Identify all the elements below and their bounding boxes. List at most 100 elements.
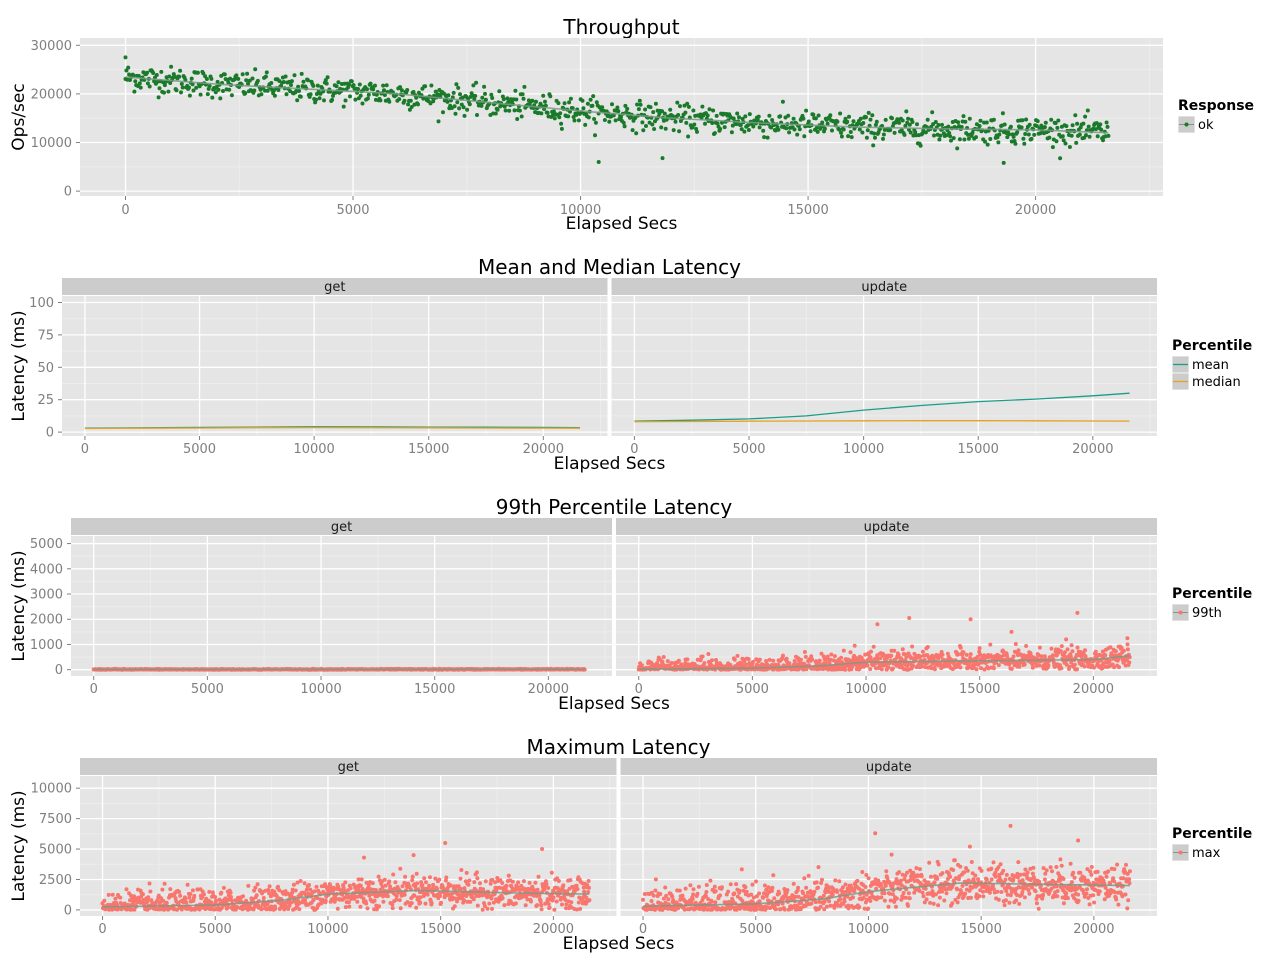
data-point <box>183 897 188 901</box>
data-point <box>513 901 518 906</box>
data-point <box>521 894 525 899</box>
data-point <box>586 879 591 883</box>
data-point <box>874 119 879 124</box>
data-point <box>843 667 848 672</box>
data-point <box>482 904 487 908</box>
x-tick-label: 20000 <box>533 922 574 937</box>
data-point <box>839 130 843 135</box>
y-tick-label: 2000 <box>30 613 63 628</box>
data-point <box>405 900 410 905</box>
data-point <box>838 897 843 902</box>
data-point <box>546 886 551 890</box>
data-point <box>160 887 165 892</box>
data-point <box>348 886 353 891</box>
data-point <box>889 852 894 857</box>
data-point <box>991 117 996 122</box>
data-point <box>862 906 867 911</box>
x-tick-label: 10000 <box>845 682 886 697</box>
data-point <box>587 885 591 890</box>
data-point <box>387 879 392 884</box>
data-point <box>704 894 708 899</box>
data-point <box>381 899 386 904</box>
data-point-outlier <box>1001 160 1006 165</box>
data-point <box>841 890 846 895</box>
y-tick-label: 5000 <box>30 537 63 552</box>
data-point <box>810 657 815 662</box>
data-point <box>879 667 884 672</box>
data-point <box>932 133 936 138</box>
data-point <box>792 127 797 132</box>
data-point <box>464 894 469 898</box>
data-point <box>544 882 549 887</box>
data-point <box>936 123 941 127</box>
data-point <box>814 125 819 130</box>
data-point <box>746 128 751 132</box>
data-point <box>680 893 685 898</box>
data-point <box>1065 647 1070 652</box>
data-point <box>929 666 934 671</box>
data-point <box>304 887 309 892</box>
data-point <box>1039 654 1044 659</box>
data-point <box>1083 648 1087 653</box>
facet-strip <box>616 518 1157 535</box>
data-point-outlier <box>1125 636 1130 641</box>
data-point <box>174 88 179 93</box>
data-point <box>653 877 658 882</box>
data-point <box>334 84 339 89</box>
data-point <box>385 894 390 899</box>
data-point <box>997 132 1002 137</box>
data-point <box>756 114 761 119</box>
plot-panel: 0 5000 10000 15000 20000 <box>80 38 1163 218</box>
data-point <box>312 889 317 894</box>
data-point <box>323 898 328 903</box>
data-point <box>145 70 149 75</box>
data-point <box>588 97 593 102</box>
data-point <box>467 102 472 107</box>
data-point <box>1074 140 1079 145</box>
data-point <box>252 88 257 93</box>
data-point <box>568 96 573 101</box>
data-point <box>459 887 463 891</box>
data-point <box>750 882 755 887</box>
data-point <box>882 879 887 884</box>
data-point <box>900 118 905 123</box>
data-point <box>660 659 665 664</box>
data-point <box>821 893 826 898</box>
data-point <box>504 883 509 888</box>
data-point <box>719 885 724 890</box>
data-point <box>910 120 915 124</box>
data-point <box>1030 665 1035 670</box>
data-point <box>581 106 586 111</box>
data-point <box>701 907 706 912</box>
data-point <box>443 878 448 883</box>
data-point <box>1068 654 1073 659</box>
data-point <box>900 647 905 652</box>
data-point <box>398 85 403 90</box>
data-point <box>747 112 752 117</box>
data-point <box>572 118 577 123</box>
series-line-mean <box>634 392 1130 422</box>
data-point <box>457 106 462 111</box>
data-point <box>190 82 195 87</box>
data-point <box>619 115 623 120</box>
data-point <box>623 103 628 108</box>
panel-background <box>611 296 1157 436</box>
data-point <box>102 898 107 903</box>
data-point <box>409 105 414 109</box>
data-point <box>757 891 762 896</box>
data-point <box>890 892 895 897</box>
data-point <box>227 87 232 92</box>
data-point <box>178 893 183 898</box>
data-point <box>806 119 811 124</box>
data-point <box>128 78 132 82</box>
data-point <box>634 131 639 136</box>
data-point <box>495 876 500 880</box>
data-point <box>825 654 830 659</box>
data-point <box>291 882 296 887</box>
data-point <box>691 108 696 113</box>
data-point <box>982 667 987 672</box>
data-point <box>872 131 877 136</box>
data-point <box>523 903 528 908</box>
data-point <box>388 884 393 889</box>
